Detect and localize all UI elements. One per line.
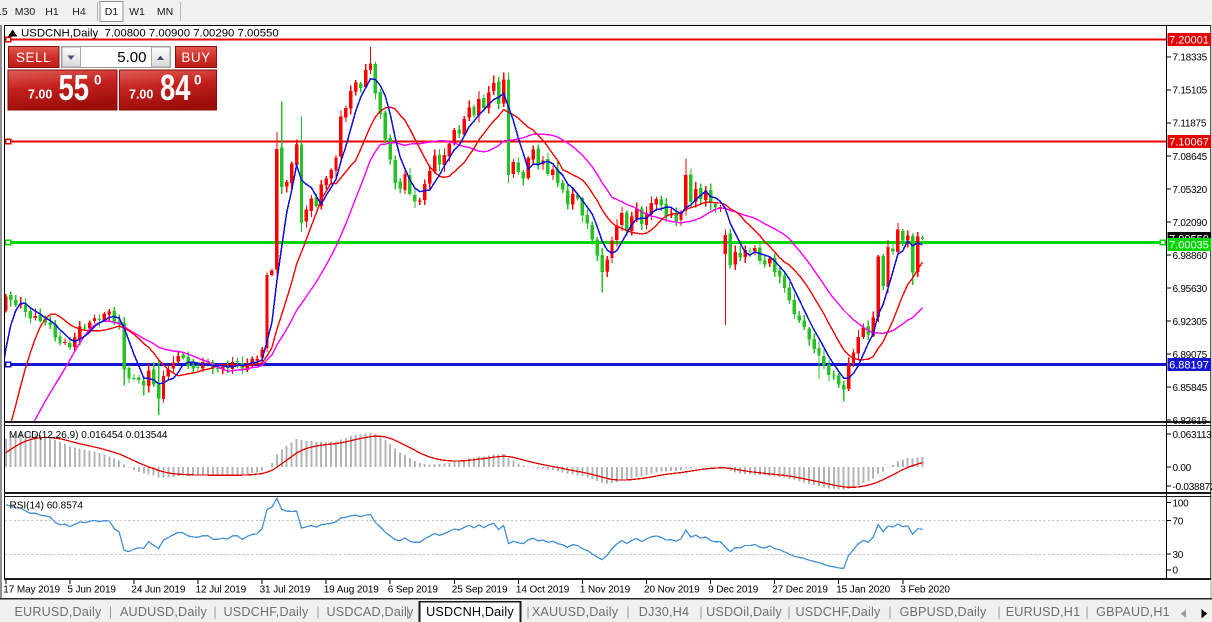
svg-text:H1: H1 <box>45 6 59 18</box>
svg-text:7.20001: 7.20001 <box>1169 35 1209 47</box>
svg-text:7.08645: 7.08645 <box>1173 152 1208 163</box>
svg-text:GBPAUD,H1: GBPAUD,H1 <box>1096 605 1170 619</box>
svg-text:RSI(14) 60.8574: RSI(14) 60.8574 <box>10 501 84 512</box>
svg-text:6.85845: 6.85845 <box>1173 383 1208 394</box>
svg-text:W1: W1 <box>129 6 145 18</box>
svg-text:100: 100 <box>1173 498 1190 509</box>
svg-text:|: | <box>109 605 112 619</box>
svg-text:6 Sep 2019: 6 Sep 2019 <box>388 585 439 596</box>
svg-text:USDCHF,Daily: USDCHF,Daily <box>224 605 309 619</box>
svg-text:0: 0 <box>194 73 202 88</box>
svg-text:6.98860: 6.98860 <box>1173 251 1208 262</box>
svg-text:AUDUSD,Daily: AUDUSD,Daily <box>120 605 208 619</box>
svg-text:MACD(12,26,9) 0.016454 0.01354: MACD(12,26,9) 0.016454 0.013544 <box>9 430 168 441</box>
svg-text:6.92305: 6.92305 <box>1173 317 1208 328</box>
svg-text:25 Sep 2019: 25 Sep 2019 <box>452 585 508 596</box>
svg-text:|: | <box>316 605 319 619</box>
svg-text:3 Feb 2020: 3 Feb 2020 <box>900 585 950 596</box>
svg-text:USDCAD,Daily: USDCAD,Daily <box>326 605 414 619</box>
svg-text:D1: D1 <box>105 6 119 18</box>
svg-text:7.05320: 7.05320 <box>1173 185 1208 196</box>
svg-text:30: 30 <box>1173 550 1184 561</box>
svg-text:7.00: 7.00 <box>28 88 52 102</box>
svg-text:9 Dec 2019: 9 Dec 2019 <box>708 585 759 596</box>
svg-text:6.89075: 6.89075 <box>1173 350 1208 361</box>
svg-text:H4: H4 <box>72 6 86 18</box>
svg-text:17 May 2019: 17 May 2019 <box>3 585 60 596</box>
svg-text:84: 84 <box>160 67 191 108</box>
svg-text:15: 15 <box>0 6 8 18</box>
svg-text:EURUSD,H1: EURUSD,H1 <box>1006 605 1081 619</box>
svg-text:5.00: 5.00 <box>117 49 146 66</box>
svg-text:XAUUSD,Daily: XAUUSD,Daily <box>532 605 619 619</box>
svg-text:0.00: 0.00 <box>1173 463 1192 474</box>
svg-text:|: | <box>888 605 891 619</box>
svg-text:|: | <box>626 605 629 619</box>
svg-text:0.063113: 0.063113 <box>1173 430 1212 441</box>
svg-text:70: 70 <box>1173 516 1184 527</box>
svg-text:7.00: 7.00 <box>129 88 153 102</box>
svg-text:|: | <box>406 605 409 619</box>
svg-text:|: | <box>526 605 529 619</box>
svg-text:USDCNH,Daily: USDCNH,Daily <box>426 605 514 619</box>
svg-text:55: 55 <box>59 67 90 108</box>
svg-text:|: | <box>997 605 1000 619</box>
svg-text:6.95630: 6.95630 <box>1173 284 1208 295</box>
svg-text:GBPUSD,Daily: GBPUSD,Daily <box>899 605 987 619</box>
svg-text:|: | <box>213 605 216 619</box>
svg-text:EURUSD,Daily: EURUSD,Daily <box>14 605 102 619</box>
svg-text:15 Jan 2020: 15 Jan 2020 <box>836 585 890 596</box>
svg-text:31 Jul 2019: 31 Jul 2019 <box>260 585 311 596</box>
svg-text:20 Nov 2019: 20 Nov 2019 <box>644 585 700 596</box>
svg-text:12 Jul 2019: 12 Jul 2019 <box>196 585 247 596</box>
svg-text:-0.038872: -0.038872 <box>1173 482 1212 493</box>
svg-text:0: 0 <box>94 73 102 88</box>
svg-text:|: | <box>699 605 702 619</box>
svg-text:USDOil,Daily: USDOil,Daily <box>706 605 782 619</box>
svg-text:14 Oct 2019: 14 Oct 2019 <box>516 585 570 596</box>
svg-text:7.15105: 7.15105 <box>1173 86 1208 97</box>
svg-text:SELL: SELL <box>16 50 51 65</box>
svg-text:7.00035: 7.00035 <box>1169 240 1209 252</box>
svg-text:0: 0 <box>1173 566 1179 577</box>
svg-text:6.82615: 6.82615 <box>1173 416 1208 427</box>
svg-text:|: | <box>1085 605 1088 619</box>
svg-text:7.02090: 7.02090 <box>1173 218 1208 229</box>
svg-text:5 Jun 2019: 5 Jun 2019 <box>67 585 116 596</box>
svg-text:MN: MN <box>157 6 173 18</box>
svg-text:USDCNH,Daily 7.00800 7.00900: USDCNH,Daily 7.00800 7.00900 7.00290 7.0… <box>21 28 279 40</box>
svg-text:M30: M30 <box>15 6 36 18</box>
svg-text:1 Nov 2019: 1 Nov 2019 <box>580 585 631 596</box>
svg-text:27 Dec 2019: 27 Dec 2019 <box>772 585 828 596</box>
svg-text:7.10067: 7.10067 <box>1169 137 1209 149</box>
svg-text:|: | <box>787 605 790 619</box>
svg-text:USDCHF,Daily: USDCHF,Daily <box>796 605 881 619</box>
svg-text:DJ30,H4: DJ30,H4 <box>639 605 689 619</box>
svg-text:19 Aug 2019: 19 Aug 2019 <box>324 585 380 596</box>
svg-text:24 Jun 2019: 24 Jun 2019 <box>131 585 185 596</box>
svg-text:BUY: BUY <box>181 50 210 65</box>
svg-text:6.88197: 6.88197 <box>1169 360 1209 372</box>
svg-text:7.11875: 7.11875 <box>1173 119 1207 130</box>
svg-text:7.18335: 7.18335 <box>1173 53 1208 64</box>
